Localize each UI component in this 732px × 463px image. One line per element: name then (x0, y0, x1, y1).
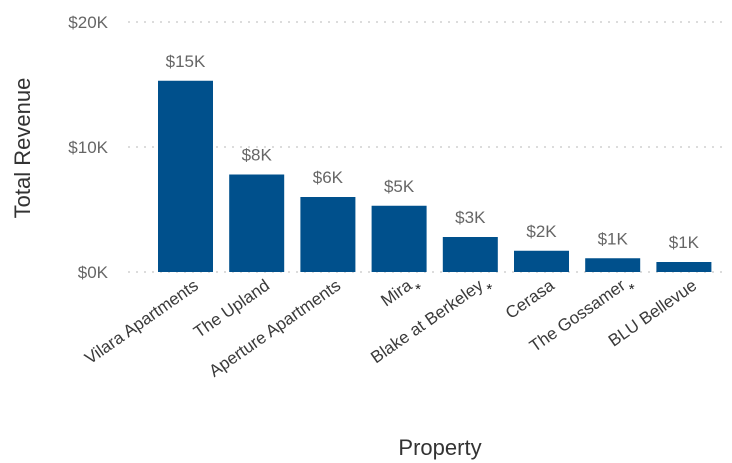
data-label: $3K (455, 208, 486, 227)
data-label: $8K (242, 146, 273, 165)
footnote-marker: * (486, 281, 492, 298)
bar (158, 80, 213, 272)
x-tick-label: Aperture Apartments (206, 276, 345, 381)
footnote-marker: * (415, 281, 421, 298)
data-labels: $15K $8K $6K $5K $3K $2K $1K $1K (166, 52, 700, 252)
bars (158, 80, 712, 272)
data-label: $15K (166, 52, 206, 71)
y-axis-title: Total Revenue (10, 78, 35, 219)
data-label: $1K (669, 233, 700, 252)
x-axis-title: Property (398, 435, 481, 460)
data-label: $5K (384, 177, 415, 196)
y-tick-label: $0K (78, 263, 109, 282)
bar (371, 205, 427, 272)
data-label: $6K (313, 168, 344, 187)
bar (300, 197, 356, 272)
y-axis-ticks: $0K $10K $20K (68, 13, 108, 282)
data-label: $1K (598, 229, 629, 248)
y-tick-label: $10K (68, 138, 108, 157)
bar (229, 174, 285, 272)
x-tick-label: Cerasa (502, 275, 558, 322)
bar (442, 237, 498, 272)
bar (514, 250, 569, 272)
data-label: $2K (526, 222, 557, 241)
bar (656, 262, 712, 272)
x-tick-label: Mira (377, 275, 415, 310)
bar (585, 258, 641, 272)
footnote-marker: * (629, 281, 635, 298)
y-tick-label: $20K (68, 13, 108, 32)
x-tick-label: Vilara Apartments (81, 276, 202, 368)
